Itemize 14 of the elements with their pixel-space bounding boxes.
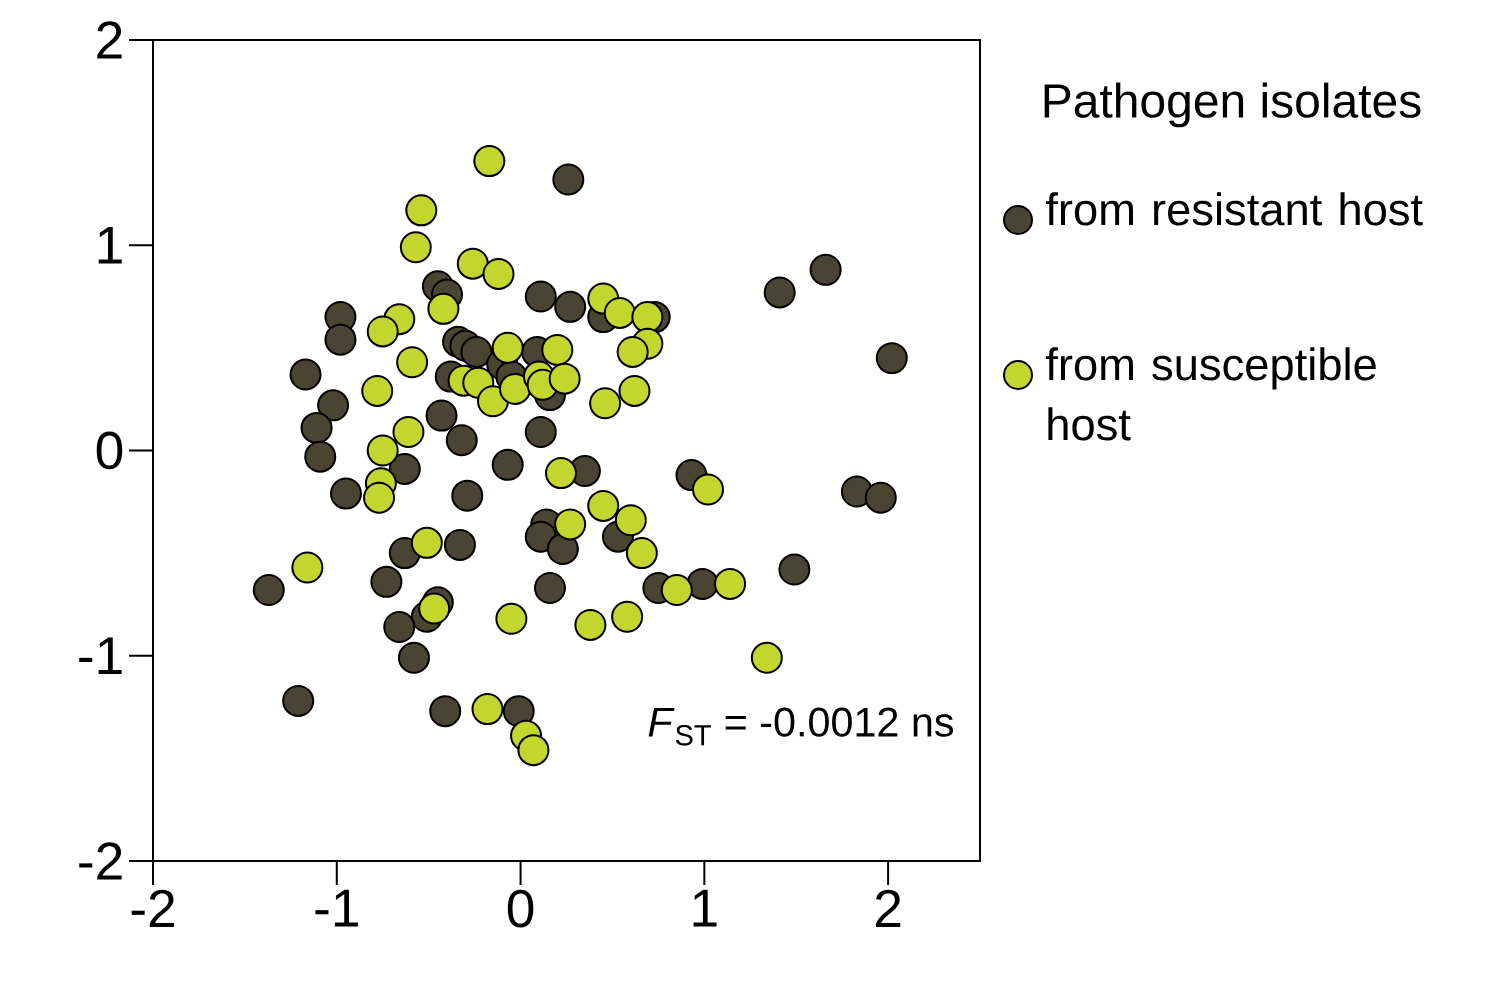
legend-label: from resistant host: [1045, 192, 1423, 226]
x-tick-label: 2: [875, 889, 901, 927]
y-tick-label: -1: [79, 637, 122, 675]
y-tick-label: 2: [97, 21, 122, 59]
y-tick-label: 0: [96, 431, 123, 470]
x-tick-label: 1: [693, 889, 717, 927]
x-tick-label: -2: [131, 889, 175, 927]
legend-label: from susceptible host: [1045, 347, 1376, 441]
y-tick-label: 1: [98, 226, 122, 264]
annotation: F$_{ST}$ = -0.0012 ns: [648, 707, 954, 746]
y-tick-label: -2: [79, 842, 122, 880]
x-tick-label: 0: [507, 889, 534, 928]
legend-title: Pathogen isolates: [1044, 82, 1421, 128]
x-tick-label: -1: [315, 889, 358, 927]
